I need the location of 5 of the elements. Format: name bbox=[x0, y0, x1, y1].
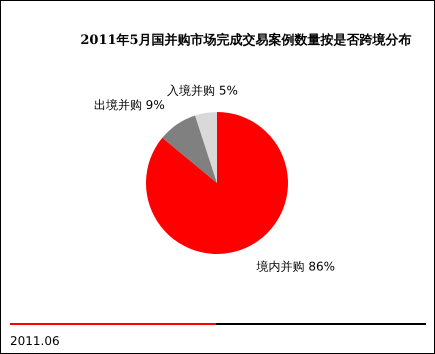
slice-label: 出境并购 9% bbox=[94, 98, 165, 112]
slice-label: 境内并购 86% bbox=[256, 259, 336, 274]
text: 2011.06 bbox=[10, 334, 60, 348]
chart-title: 2011年5月国并购市场完成交易案例数量按是否跨境分布 bbox=[79, 32, 413, 49]
slice-label: 入境并购 5% bbox=[167, 83, 238, 98]
